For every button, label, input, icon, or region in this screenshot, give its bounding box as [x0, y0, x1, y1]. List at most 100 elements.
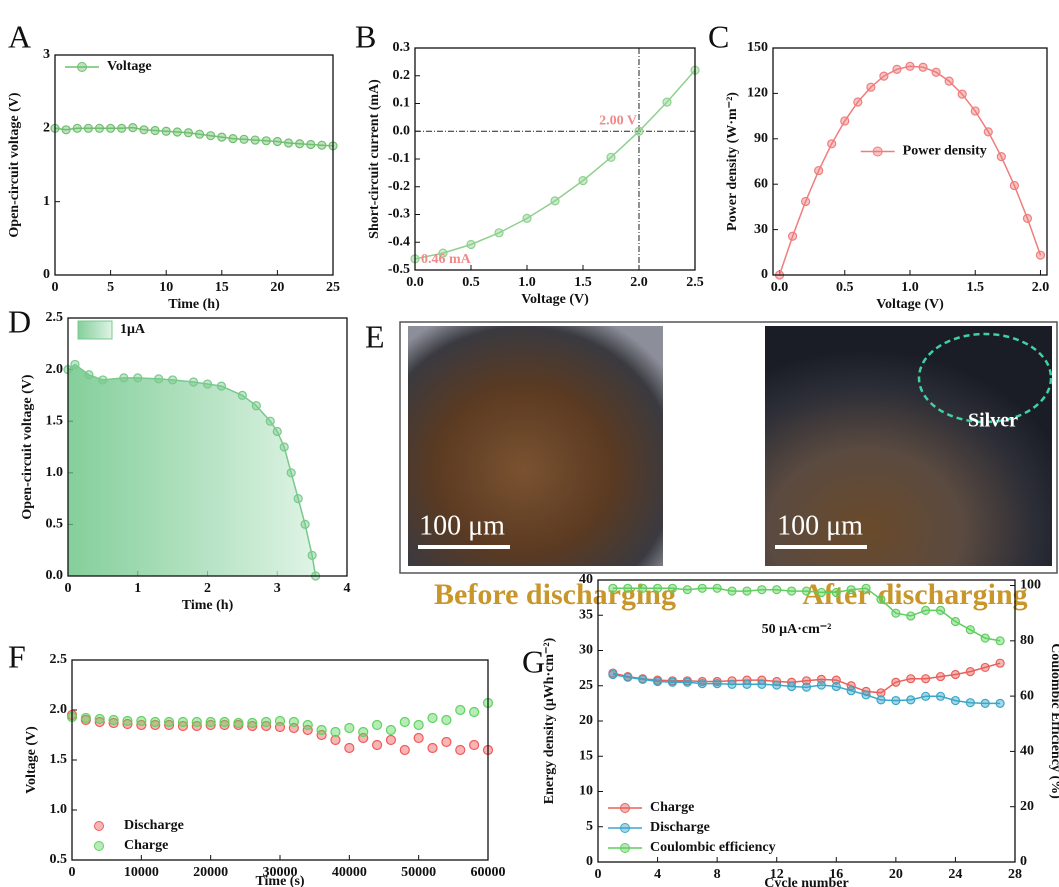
data-point [801, 196, 811, 207]
x-tick-label: 0 [65, 581, 72, 596]
x-tick-label: 0 [69, 865, 76, 880]
data-point [70, 359, 80, 370]
data-point [787, 681, 797, 692]
x-tick-label: 0.5 [836, 280, 854, 295]
data-point [652, 676, 663, 687]
x-tick-label: 15 [215, 280, 229, 295]
legend-label: Charge [124, 838, 168, 853]
data-point [921, 674, 931, 684]
y-tick-label: 1.5 [46, 413, 64, 428]
x-tick-label: 60000 [471, 865, 506, 880]
data-point [385, 724, 397, 736]
x-tick-label: 50000 [401, 865, 436, 880]
data-point [816, 680, 826, 690]
data-point [772, 585, 782, 595]
x-tick-label: 1 [134, 581, 141, 596]
data-point [827, 139, 837, 149]
y-tick-label: 2.5 [50, 652, 68, 667]
x-tick-label: 1.5 [574, 275, 592, 290]
data-point [438, 248, 448, 258]
data-point [237, 390, 247, 400]
data-point [638, 583, 648, 593]
data-point [861, 690, 871, 700]
highlight [917, 332, 1053, 424]
scale-label: 100 μm [419, 510, 505, 541]
data-point [80, 712, 91, 724]
data-point [1022, 213, 1033, 224]
series-line [778, 65, 1042, 276]
series-line [67, 363, 317, 577]
y-tick-label: 2.0 [50, 702, 68, 717]
data-point [816, 587, 826, 598]
data-point [996, 152, 1006, 162]
x-tick-label: 20000 [193, 865, 228, 880]
data-point [995, 698, 1005, 708]
data-point [662, 97, 672, 107]
x-tick-label: 20 [889, 867, 903, 882]
y-tick-label: -0.2 [388, 179, 410, 194]
data-point [293, 494, 303, 504]
data-point [469, 739, 480, 751]
data-point [712, 583, 722, 593]
data-point [801, 676, 812, 686]
data-point [163, 716, 175, 728]
y2-tick-label: 20 [1020, 799, 1034, 814]
data-point [712, 679, 722, 689]
data-point [623, 672, 633, 682]
data-point [98, 375, 108, 385]
data-point [250, 135, 260, 145]
x-tick-label: 20 [270, 280, 284, 295]
data-point [606, 152, 616, 162]
y-tick-label: -0.3 [388, 207, 410, 222]
data-point [950, 669, 961, 680]
data-point [251, 401, 261, 411]
data-point [846, 686, 856, 696]
data-point [128, 122, 138, 133]
data-point [72, 123, 82, 133]
data-point [861, 583, 871, 593]
data-point [399, 744, 410, 756]
data-point [150, 719, 161, 731]
series-line [612, 673, 1001, 705]
x-tick-label: 28 [1008, 867, 1022, 882]
data-point [261, 136, 271, 146]
y-tick-label: 30 [754, 222, 768, 237]
data-point [787, 231, 798, 241]
data-point [441, 714, 452, 726]
data-point [150, 716, 161, 728]
y-tick-label: 2.5 [46, 310, 64, 325]
data-point [831, 675, 841, 685]
y-tick-label: 90 [754, 131, 768, 146]
x-tick-label: 2 [204, 581, 211, 596]
data-point [494, 228, 504, 238]
panel-label: B [355, 18, 376, 54]
data-point [133, 373, 143, 383]
data-point [261, 716, 272, 728]
data-point [172, 127, 182, 137]
y-axis-label: Short-circuit current (mA) [367, 79, 382, 239]
region-label: Silver [968, 410, 1018, 432]
y-tick-label: 0.5 [50, 852, 68, 867]
y2-tick-label: 40 [1020, 744, 1034, 759]
x-tick-label: 0 [52, 280, 59, 295]
x-tick-label: 0.0 [771, 280, 789, 295]
data-point [239, 134, 249, 144]
data-point [163, 719, 175, 731]
y2-tick-label: 100 [1020, 578, 1041, 593]
micrograph [765, 326, 1052, 566]
data-point [272, 426, 282, 437]
x-tick-label: 12 [770, 867, 784, 882]
legend-label: Charge [650, 800, 694, 815]
data-point [876, 594, 886, 604]
x-axis-label: Time (s) [255, 874, 304, 887]
area [68, 364, 316, 576]
data-point [150, 125, 160, 136]
data-point [995, 658, 1005, 668]
legend-swatch [77, 320, 113, 340]
data-point [801, 682, 812, 692]
data-point [921, 691, 931, 701]
data-point [427, 712, 438, 724]
panel-e: E 100 μm 100 μm Silver Before dischargin… [365, 318, 1058, 611]
data-point [853, 97, 863, 107]
